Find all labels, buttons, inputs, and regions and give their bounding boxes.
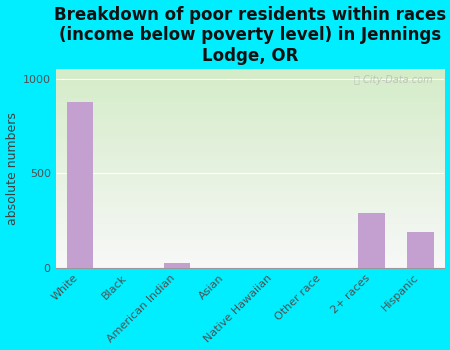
Bar (358, 213, 385, 268)
Title: Breakdown of poor residents within races
(income below poverty level) in Jenning: Breakdown of poor residents within races… (54, 6, 446, 65)
Bar (67, 102, 93, 268)
Bar (164, 262, 190, 268)
Text: ⓘ City-Data.com: ⓘ City-Data.com (354, 76, 433, 85)
Y-axis label: absolute numbers: absolute numbers (5, 112, 18, 225)
Bar (407, 232, 433, 268)
